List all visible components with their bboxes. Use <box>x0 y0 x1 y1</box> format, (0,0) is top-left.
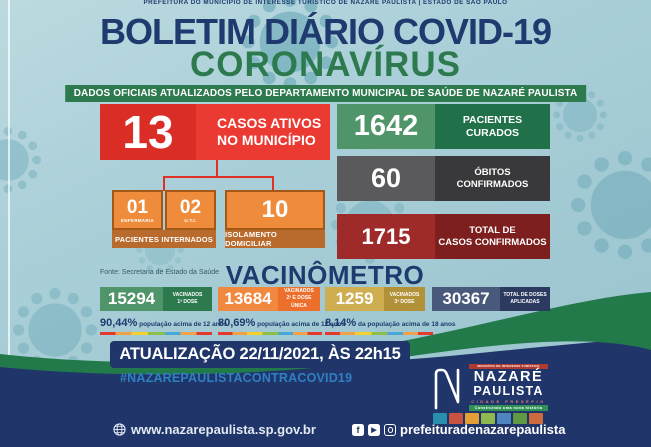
total-doses-value: 30367 <box>432 287 500 311</box>
connector-line <box>163 176 165 191</box>
ward-label: ENFERMARIA <box>121 217 154 223</box>
globe-icon <box>113 423 126 436</box>
logo-motto: Construindo uma nova história <box>469 405 548 412</box>
active-cases-label: CASOS ATIVOS NO MUNICÍPIO <box>196 104 330 160</box>
rainbow-underline <box>100 332 212 335</box>
deaths-label-line2: CONFIRMADOS <box>456 178 529 190</box>
page-subtitle: CORONAVÍRUS <box>190 45 461 84</box>
ward-cell: 01 ENFERMARIA <box>112 190 163 230</box>
dose3-percent-note: da população acima de 18 anos <box>356 321 456 328</box>
vaccinated-dose1-label-line1: VACINADOS <box>172 291 203 298</box>
active-cases-label-line1: CASOS ATIVOS <box>217 115 322 132</box>
vaccinated-dose3-label: VACINADOS 3ª DOSE <box>384 287 425 311</box>
total-cases-label-line2: CASOS CONFIRMADOS <box>438 236 547 248</box>
total-doses-box: 30367 TOTAL DE DOSES APLICADAS <box>432 287 550 311</box>
vaccinated-dose2-label-line1: VACINADOS <box>284 287 314 294</box>
connector-line <box>216 160 218 177</box>
total-doses-label-line1: TOTAL DE DOSES <box>503 291 547 298</box>
hospitalized-box: 01 ENFERMARIA 02 U.T.I. PACIENTES INTERN… <box>112 190 216 248</box>
ward-value: 01 <box>126 196 149 218</box>
hospitalized-caption: PACIENTES INTERNADOS <box>112 230 216 248</box>
dose1-percent-group: 90,44% população acima de 12 anos <box>100 313 227 335</box>
vaccinated-dose2-value: 13684 <box>218 287 278 311</box>
vaccinated-dose3-label-line2: 3ª DOSE <box>394 299 415 305</box>
dose2-percent: 80,69% <box>218 317 256 329</box>
vaccinated-dose2-box: 13684 VACINADOS 2ª E DOSE ÚNICA <box>218 287 320 311</box>
icu-cell: 02 U.T.I. <box>165 190 216 230</box>
deaths-label-line1: ÓBITOS <box>474 167 511 179</box>
total-cases-label-line1: TOTAL DE <box>469 225 516 237</box>
vaccinated-dose1-value: 15294 <box>100 287 163 311</box>
total-doses-label: TOTAL DE DOSES APLICADAS <box>500 287 550 311</box>
logo-name-line2: PAULISTA <box>473 384 544 399</box>
connector-line <box>272 176 274 191</box>
dose1-percent-note: população acima de 12 anos <box>137 321 228 328</box>
active-cases-box: 13 CASOS ATIVOS NO MUNICÍPIO <box>100 104 330 160</box>
logo-name-line1: NAZARÉ <box>473 369 544 385</box>
instagram-icon <box>384 423 396 436</box>
dose3-percent: 8,14% <box>325 317 357 329</box>
vaccinated-dose3-label-line1: VACINADOS <box>389 291 420 298</box>
website-url: www.nazarepaulista.sp.gov.br <box>131 422 316 437</box>
prefecture-strip: PREFEITURA DO MUNICÍPIO DE INTERESSE TUR… <box>143 0 508 6</box>
vaccinated-dose2-label-line2: 2ª E DOSE ÚNICA <box>286 295 312 309</box>
rainbow-underline <box>218 332 322 335</box>
vaccinometer-title: VACINÔMETRO <box>225 260 425 290</box>
home-isolation-cell: 10 <box>225 190 325 230</box>
update-timestamp: ATUALIZAÇÃO 22/11/2021, ÀS 22h15 <box>119 345 401 363</box>
total-cases-label: TOTAL DE CASOS CONFIRMADOS <box>435 214 550 259</box>
vaccinated-dose2-label: VACINADOS 2ª E DOSE ÚNICA <box>278 287 320 311</box>
total-cases-box: 1715 TOTAL DE CASOS CONFIRMADOS <box>337 214 550 259</box>
vaccinated-dose3-value: 1259 <box>325 287 384 311</box>
official-data-banner: DADOS OFICIAIS ATUALIZADOS PELO DEPARTAM… <box>64 85 587 102</box>
deaths-box: 60 ÓBITOS CONFIRMADOS <box>337 156 550 201</box>
recovered-label-line1: PACIENTES <box>462 113 523 126</box>
social-row: f ▶ prefeituradenazarepaulista <box>352 422 565 437</box>
city-logo: MUNICÍPIO DE INTERESSE TURÍSTICO NAZARÉ … <box>432 364 548 412</box>
vaccinated-dose1-label-line2: 1ª DOSE <box>177 299 198 305</box>
dose1-percent: 90,44% <box>100 317 138 329</box>
recovered-label-line2: CURADOS <box>465 126 520 139</box>
left-fold-line <box>8 0 10 368</box>
nazare-n-mark-icon <box>434 368 460 410</box>
total-cases-value: 1715 <box>337 214 435 259</box>
facebook-icon: f <box>352 423 364 436</box>
deaths-label: ÓBITOS CONFIRMADOS <box>435 156 550 201</box>
campaign-hashtag: #NAZAREPAULISTACONTRACOVID19 <box>120 371 353 385</box>
home-isolation-caption: ISOLAMENTO DOMICILIAR <box>225 230 325 248</box>
home-isolation-box: 10 ISOLAMENTO DOMICILIAR <box>225 190 325 248</box>
website-row: www.nazarepaulista.sp.gov.br <box>113 422 316 437</box>
dose3-percent-group: 8,14% da população acima de 18 anos <box>325 313 456 335</box>
vaccinated-dose3-box: 1259 VACINADOS 3ª DOSE <box>325 287 425 311</box>
connector-line <box>163 176 274 178</box>
logo-city-subtitle: CIDADE PRESÉPIO <box>471 399 546 405</box>
vaccinated-dose1-box: 15294 VACINADOS 1ª DOSE <box>100 287 212 311</box>
total-doses-label-line2: APLICADAS <box>510 299 540 305</box>
icu-value: 02 <box>179 196 202 218</box>
active-cases-value: 13 <box>100 104 196 160</box>
icu-label: U.T.I. <box>184 217 197 223</box>
home-isolation-value: 10 <box>261 196 289 223</box>
update-timestamp-box: ATUALIZAÇÃO 22/11/2021, ÀS 22h15 <box>110 341 410 368</box>
deaths-value: 60 <box>337 156 435 201</box>
social-handle: prefeituradenazarepaulista <box>400 422 566 437</box>
active-cases-label-line2: NO MUNICÍPIO <box>217 132 316 148</box>
recovered-box: 1642 PACIENTES CURADOS <box>337 104 550 149</box>
recovered-value: 1642 <box>337 104 435 149</box>
recovered-label: PACIENTES CURADOS <box>435 104 550 149</box>
vaccinated-dose1-label: VACINADOS 1ª DOSE <box>163 287 212 311</box>
youtube-icon: ▶ <box>368 423 380 436</box>
rainbow-underline <box>325 332 433 335</box>
